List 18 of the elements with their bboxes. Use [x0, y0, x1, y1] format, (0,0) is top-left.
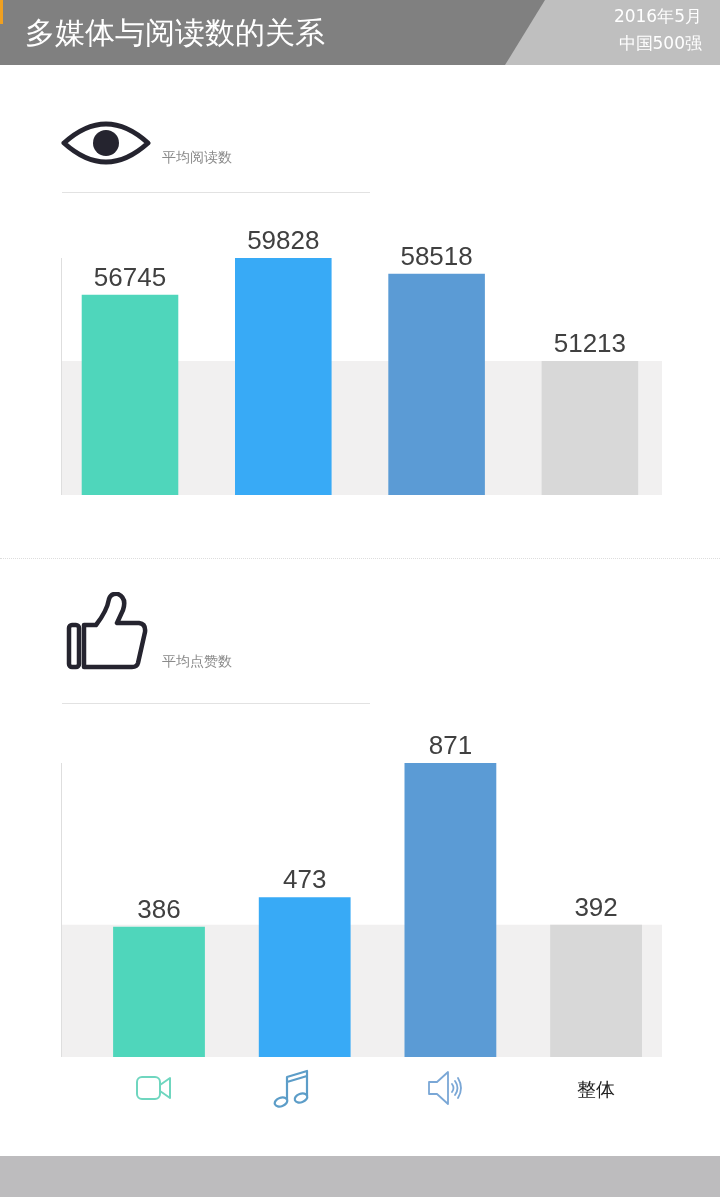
data-label: 392	[574, 891, 618, 922]
bar	[258, 897, 351, 1057]
text: 多媒体与阅读数的关系	[25, 14, 325, 52]
data-label: 473	[283, 864, 327, 895]
data-label: 51213	[553, 327, 627, 358]
text: 中国500强	[618, 32, 702, 54]
chart-title: 平均阅读数	[162, 148, 232, 165]
bar	[113, 926, 205, 1057]
data-label: 58518	[400, 240, 473, 271]
x-tick-label: 整体	[577, 1078, 616, 1100]
bar	[550, 924, 642, 1057]
data-label: 56745	[93, 261, 167, 292]
bar	[404, 763, 497, 1057]
data-label: 59828	[247, 225, 320, 255]
data-label: 386	[137, 893, 181, 924]
data-label: 871	[428, 730, 473, 760]
text: 2016年5月	[613, 5, 702, 27]
chart-title: 平均点赞数	[162, 652, 232, 669]
